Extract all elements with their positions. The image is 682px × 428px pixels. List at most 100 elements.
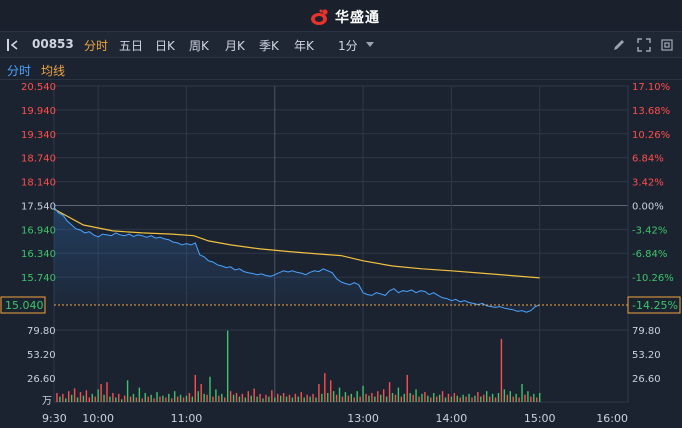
volume-bar [82,395,85,402]
volume-bar [488,396,491,402]
volume-bar [162,395,164,402]
volume-bar [150,394,152,402]
volume-bar [453,392,456,402]
volume-bar [118,393,120,402]
volume-bar [56,392,58,402]
volume-bar [59,396,61,402]
volume-bar [503,389,506,402]
tab-weekly-k[interactable]: 周K [189,39,209,53]
volume-bar [368,395,370,402]
volume-bar [94,396,96,402]
tab-five-day[interactable]: 五日 [119,39,144,53]
volume-bar [79,392,82,402]
tab-quarterly-k[interactable]: 季K [259,39,279,53]
volume-bar [494,397,497,402]
volume-bar [509,391,511,402]
volume-bar [279,395,282,402]
volume-bar [256,396,258,402]
volume-bar [100,383,102,402]
average-series-line [53,208,540,279]
volume-bar [70,394,73,402]
volume-bar [518,397,520,402]
volume-bar [415,389,417,402]
volume-tick-label-right: 53.20 [632,350,661,361]
volume-bar [159,396,161,402]
volume-bar [444,397,447,402]
volume-tick-label: 26.60 [27,374,56,385]
volume-bar [450,396,453,402]
chevron-down-icon[interactable] [366,42,374,47]
volume-bar [324,373,326,402]
price-tick-label: 16.340 [21,249,56,260]
volume-bar [182,397,185,402]
price-tick-label: 20.540 [21,82,56,93]
collapse-sidebar-icon[interactable] [6,38,20,52]
volume-bar [309,396,311,402]
volume-bar [421,393,423,402]
tab-intraday[interactable]: 分时 [84,39,109,53]
volume-bar [462,394,464,402]
volume-bar [229,391,232,402]
tab-monthly-k[interactable]: 月K [225,39,245,53]
volume-bar [374,396,376,402]
volume-bar [126,380,129,402]
volume-bar [400,396,403,402]
volume-bar [176,396,179,402]
price-tick-label: 18.140 [21,178,56,189]
intraday-chart[interactable]: 20.540 19.940 19.340 18.740 18.140 17.540 16.9… [0,80,682,428]
volume-bar [259,393,261,402]
volume-bar [179,394,182,402]
volume-bar [144,392,146,402]
volume-bar [168,393,170,402]
current-pct-box [627,296,681,314]
price-series-line [53,206,540,313]
expand-icon[interactable] [637,38,651,52]
volume-bar [474,395,476,402]
current-price-marker: 15.040 -14.25% [0,296,681,314]
volume-bar [382,389,385,402]
percent-tick-label: 17.10% [632,82,670,93]
volume-bar [235,392,238,402]
volume-bar [371,392,373,402]
period-select[interactable]: 1分 [338,39,358,53]
volume-bar [232,394,235,402]
price-area [54,207,540,313]
legend-bar: 分时 均线 [0,58,682,80]
current-price-label: 15.040 [5,299,44,312]
tab-yearly-k[interactable]: 年K [294,39,314,53]
volume-bar [191,396,194,402]
volume-bar [341,396,344,402]
percent-axis: 17.10% 13.68% 10.26% 6.84% 3.42% 0.00% -3.42% -… [632,82,674,284]
price-tick-label: 18.740 [21,154,56,165]
percent-tick-label: 3.42% [632,178,664,189]
volume-bar [506,394,509,402]
fullscreen-icon[interactable] [660,38,674,52]
volume-bar [212,396,214,402]
volume-bar [112,392,114,402]
volume-bar [282,392,285,402]
volume-bar [138,387,141,402]
volume-bar [338,387,341,402]
volume-bar [238,396,241,402]
volume-bar [91,393,93,402]
tab-daily-k[interactable]: 日K [155,39,175,53]
volume-bar [406,374,408,402]
volume-bar [250,395,252,402]
legend-average: 均线 [41,64,66,78]
volume-bar [165,397,167,402]
time-axis: 9:30 10:00 11:00 13:00 14:00 15:00 16:00 [42,412,628,425]
volume-bar [321,393,323,402]
volume-tick-label: 79.80 [27,326,56,337]
volume-bar [362,385,364,402]
volume-tick-label-right: 79.80 [632,326,661,337]
price-line [53,206,540,313]
volume-bar [300,392,302,402]
volume-bar [76,397,79,402]
volume-bar [132,393,135,402]
volume-bar [265,394,267,402]
pencil-icon[interactable] [612,38,626,52]
volume-bar [486,391,488,402]
volume-bar [109,396,111,402]
volume-bar [97,389,99,402]
volume-bar [536,397,538,402]
